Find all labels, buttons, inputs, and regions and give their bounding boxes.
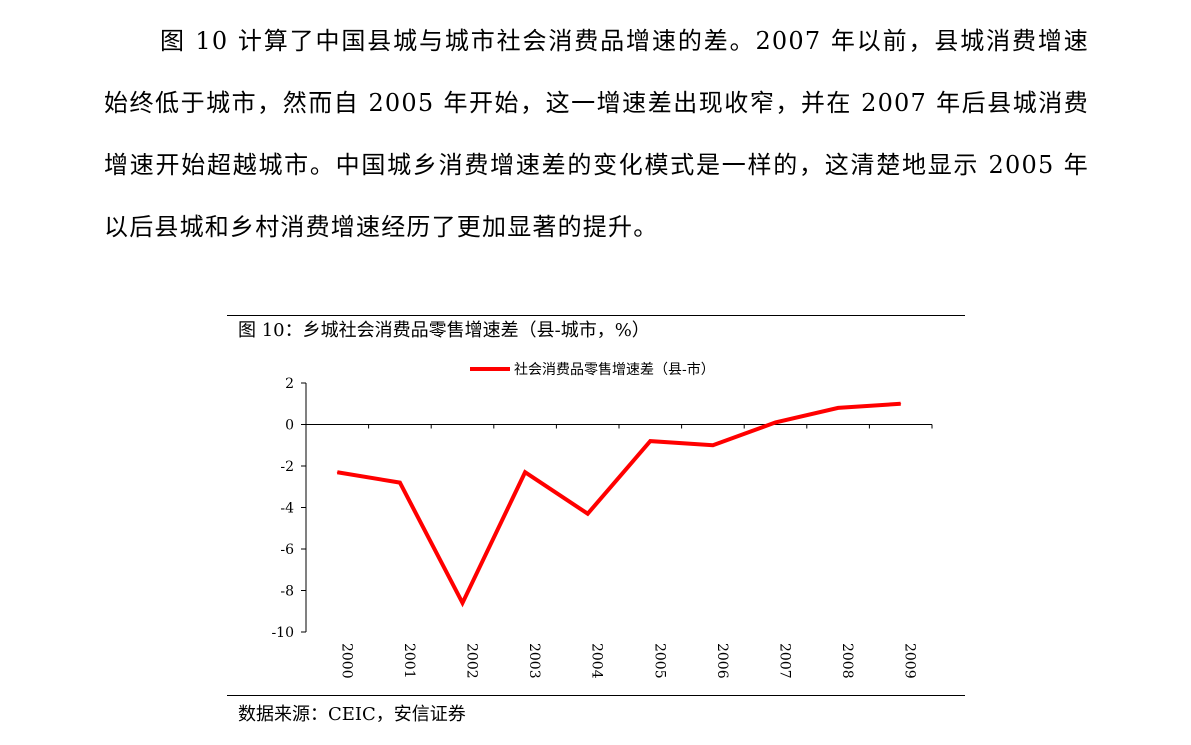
y-tick-label: 2 [285, 376, 294, 392]
y-tick-label: -2 [280, 459, 294, 475]
x-tick-label: 2009 [902, 643, 918, 679]
x-tick-label: 2005 [651, 643, 667, 679]
y-tick-label: -8 [280, 584, 294, 600]
data-point [775, 421, 776, 423]
x-tick-label: 2002 [464, 643, 480, 679]
x-tick-label: 2007 [777, 643, 793, 679]
legend-label: 社会消费品零售增速差（县-市） [514, 361, 715, 378]
figure-title: 图 10：乡城社会消费品零售增速差（县-城市，%） [238, 320, 650, 341]
y-tick-label: -10 [271, 625, 294, 641]
data-point [336, 471, 338, 473]
x-tick-labels: 2000 2001 2002 2003 2004 2005 2006 2007 2008 2009 [338, 643, 917, 679]
x-tick-label: 2001 [401, 643, 417, 679]
chart-axes [301, 382, 933, 633]
y-tick-label: -6 [280, 542, 294, 558]
y-tick-labels: 2 0 -2 -4 -6 -8 -10 [271, 376, 294, 641]
x-tick-label: 2003 [526, 643, 542, 679]
x-tick-label: 2008 [839, 643, 855, 679]
x-tick-label: 2006 [714, 643, 730, 679]
data-point [587, 513, 589, 515]
series-line [336, 401, 901, 608]
legend: 社会消费品零售增速差（县-市） [470, 361, 715, 378]
x-tick-label: 2004 [589, 643, 605, 679]
data-point [462, 602, 463, 604]
data-point [399, 482, 401, 484]
figure-source: 数据来源：CEIC，安信证券 [238, 704, 466, 725]
x-tick-label: 2000 [338, 643, 354, 679]
figure-bottom-rule [227, 695, 965, 696]
data-point [524, 471, 526, 473]
figure-top-rule [227, 315, 965, 316]
data-point [712, 444, 714, 446]
data-point [649, 440, 651, 442]
data-point [900, 403, 902, 405]
y-tick-label: 0 [285, 418, 294, 434]
series-lines [336, 401, 902, 608]
data-point [837, 407, 839, 409]
y-tick-label: -4 [280, 501, 294, 517]
body-paragraph: 图 10 计算了中国县城与城市社会消费品增速的差。2007 年以前，县城消费增速… [104, 27, 1089, 241]
